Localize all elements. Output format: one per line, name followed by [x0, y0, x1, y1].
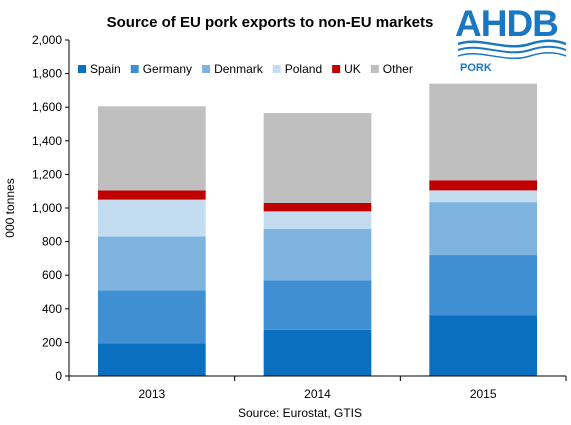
bar-2014-uk: [263, 202, 372, 212]
bar-2015-spain: [429, 315, 538, 376]
bar-2015-other: [429, 83, 538, 181]
bar-2015-denmark: [429, 202, 538, 256]
bar-2013-spain: [97, 343, 206, 376]
legend-swatch-uk: [332, 65, 341, 73]
bar-2013-denmark: [97, 236, 206, 291]
x-axis-label: Source: Eurostat, GTIS: [238, 406, 362, 420]
y-tick-label: 0: [55, 369, 62, 383]
logo-wave-3: [457, 51, 567, 60]
chart-title: Source of EU pork exports to non-EU mark…: [107, 14, 434, 31]
legend-swatch-other: [370, 65, 379, 73]
legend-swatch-poland: [272, 65, 281, 73]
legend-swatch-spain: [78, 65, 86, 73]
bar-2015-germany: [429, 255, 538, 316]
legend-swatch-denmark: [202, 65, 211, 73]
logo-text: AHDB: [455, 3, 558, 44]
x-axis: 2013 2014 2015: [68, 375, 567, 401]
y-tick-label: 800: [42, 235, 62, 249]
x-tick-label: 2014: [304, 387, 331, 401]
bar-2013-uk: [97, 190, 206, 200]
bar-2013-other: [97, 106, 206, 191]
y-tick-label: 1,000: [32, 201, 62, 215]
legend-label-spain: Spain: [90, 62, 121, 76]
legend-label-germany: Germany: [143, 62, 192, 76]
bar-2014-poland: [263, 211, 372, 229]
y-axis-label: 000 tonnes: [3, 178, 17, 237]
y-tick-label: 200: [42, 335, 62, 349]
y-tick-label: 2,000: [32, 33, 62, 47]
logo-wave-2: [457, 45, 567, 54]
y-tick-label: 1,200: [32, 167, 62, 181]
y-tick-label: 400: [42, 302, 62, 316]
y-axis: 0 200 400 600 800 1,000 1,200 1,400 1,600 1,800 2,…: [32, 33, 70, 383]
ahdb-logo: AHDB PORK: [455, 3, 567, 74]
bar-2015-poland: [429, 190, 538, 203]
x-tick-label: 2013: [138, 387, 165, 401]
legend-label-uk: UK: [344, 62, 361, 76]
logo-wave-1: [457, 39, 567, 48]
logo-subtext: PORK: [460, 62, 492, 74]
legend: Spain Germany Denmark Poland UK Other: [78, 62, 413, 76]
y-tick-label: 600: [42, 268, 62, 282]
y-tick-label: 1,600: [32, 100, 62, 114]
legend-label-poland: Poland: [285, 62, 322, 76]
legend-label-other: Other: [383, 62, 413, 76]
y-tick-label: 1,800: [32, 67, 62, 81]
bar-2014-denmark: [263, 229, 372, 281]
x-tick-label: 2015: [470, 387, 497, 401]
bar-2014-other: [263, 113, 372, 203]
bar-2014-germany: [263, 280, 372, 330]
y-tick-label: 1,400: [32, 134, 62, 148]
bars: [97, 83, 538, 376]
bar-2013-poland: [97, 199, 206, 237]
legend-swatch-germany: [130, 65, 139, 73]
bar-2015-uk: [429, 180, 538, 191]
bar-2013-germany: [97, 290, 206, 344]
legend-label-denmark: Denmark: [214, 62, 264, 76]
bar-2014-spain: [263, 329, 372, 376]
